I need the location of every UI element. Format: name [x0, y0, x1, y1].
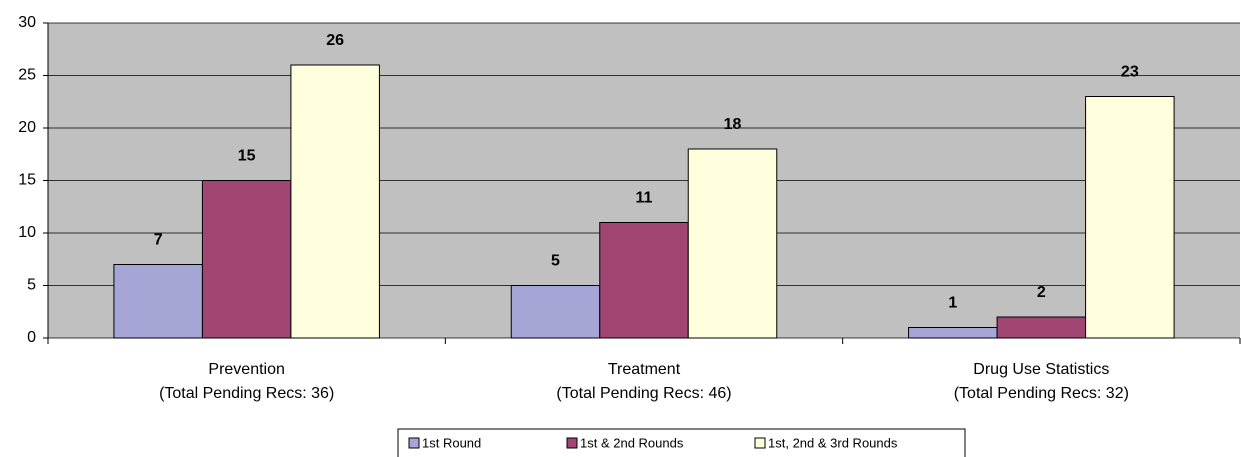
bar — [201, 180, 292, 339]
value-label: 15 — [238, 148, 256, 165]
legend-swatch — [566, 437, 578, 449]
x-tick-label: Prevention — [208, 361, 285, 378]
value-label: 18 — [724, 116, 742, 133]
x-tick-label: (Total Pending Recs: 46) — [556, 385, 731, 402]
value-label: 11 — [636, 190, 653, 207]
y-tick-label: 30 — [18, 14, 36, 31]
y-tick-label: 20 — [18, 119, 36, 136]
value-label: 23 — [1121, 64, 1139, 81]
value-label: 2 — [1037, 284, 1046, 301]
bar — [996, 316, 1087, 339]
legend-box — [397, 428, 966, 457]
bar — [599, 222, 689, 339]
legend-label: 1st Round — [422, 435, 481, 450]
y-tick-label: 25 — [18, 67, 36, 84]
bar — [908, 327, 998, 339]
x-tick-label: Treatment — [608, 361, 681, 378]
y-tick-label: 0 — [27, 329, 36, 346]
legend-swatch — [408, 437, 420, 449]
y-tick-label: 5 — [27, 277, 36, 294]
legend-swatch — [754, 437, 766, 449]
value-label: 5 — [551, 253, 560, 270]
bar — [1085, 96, 1175, 339]
x-tick-label: (Total Pending Recs: 36) — [159, 385, 334, 402]
bar — [290, 64, 380, 339]
bar — [113, 264, 203, 339]
y-tick-label: 10 — [18, 224, 36, 241]
legend-label: 1st, 2nd & 3rd Rounds — [768, 435, 898, 450]
x-tick-label: Drug Use Statistics — [973, 361, 1109, 378]
legend-label: 1st & 2nd Rounds — [580, 435, 684, 450]
x-tick-label: (Total Pending Recs: 32) — [954, 385, 1129, 402]
bar — [510, 285, 601, 339]
value-label: 26 — [326, 32, 344, 49]
y-tick-label: 15 — [18, 172, 36, 189]
bar — [687, 148, 778, 339]
value-label: 1 — [948, 295, 957, 312]
value-label: 7 — [154, 232, 163, 249]
